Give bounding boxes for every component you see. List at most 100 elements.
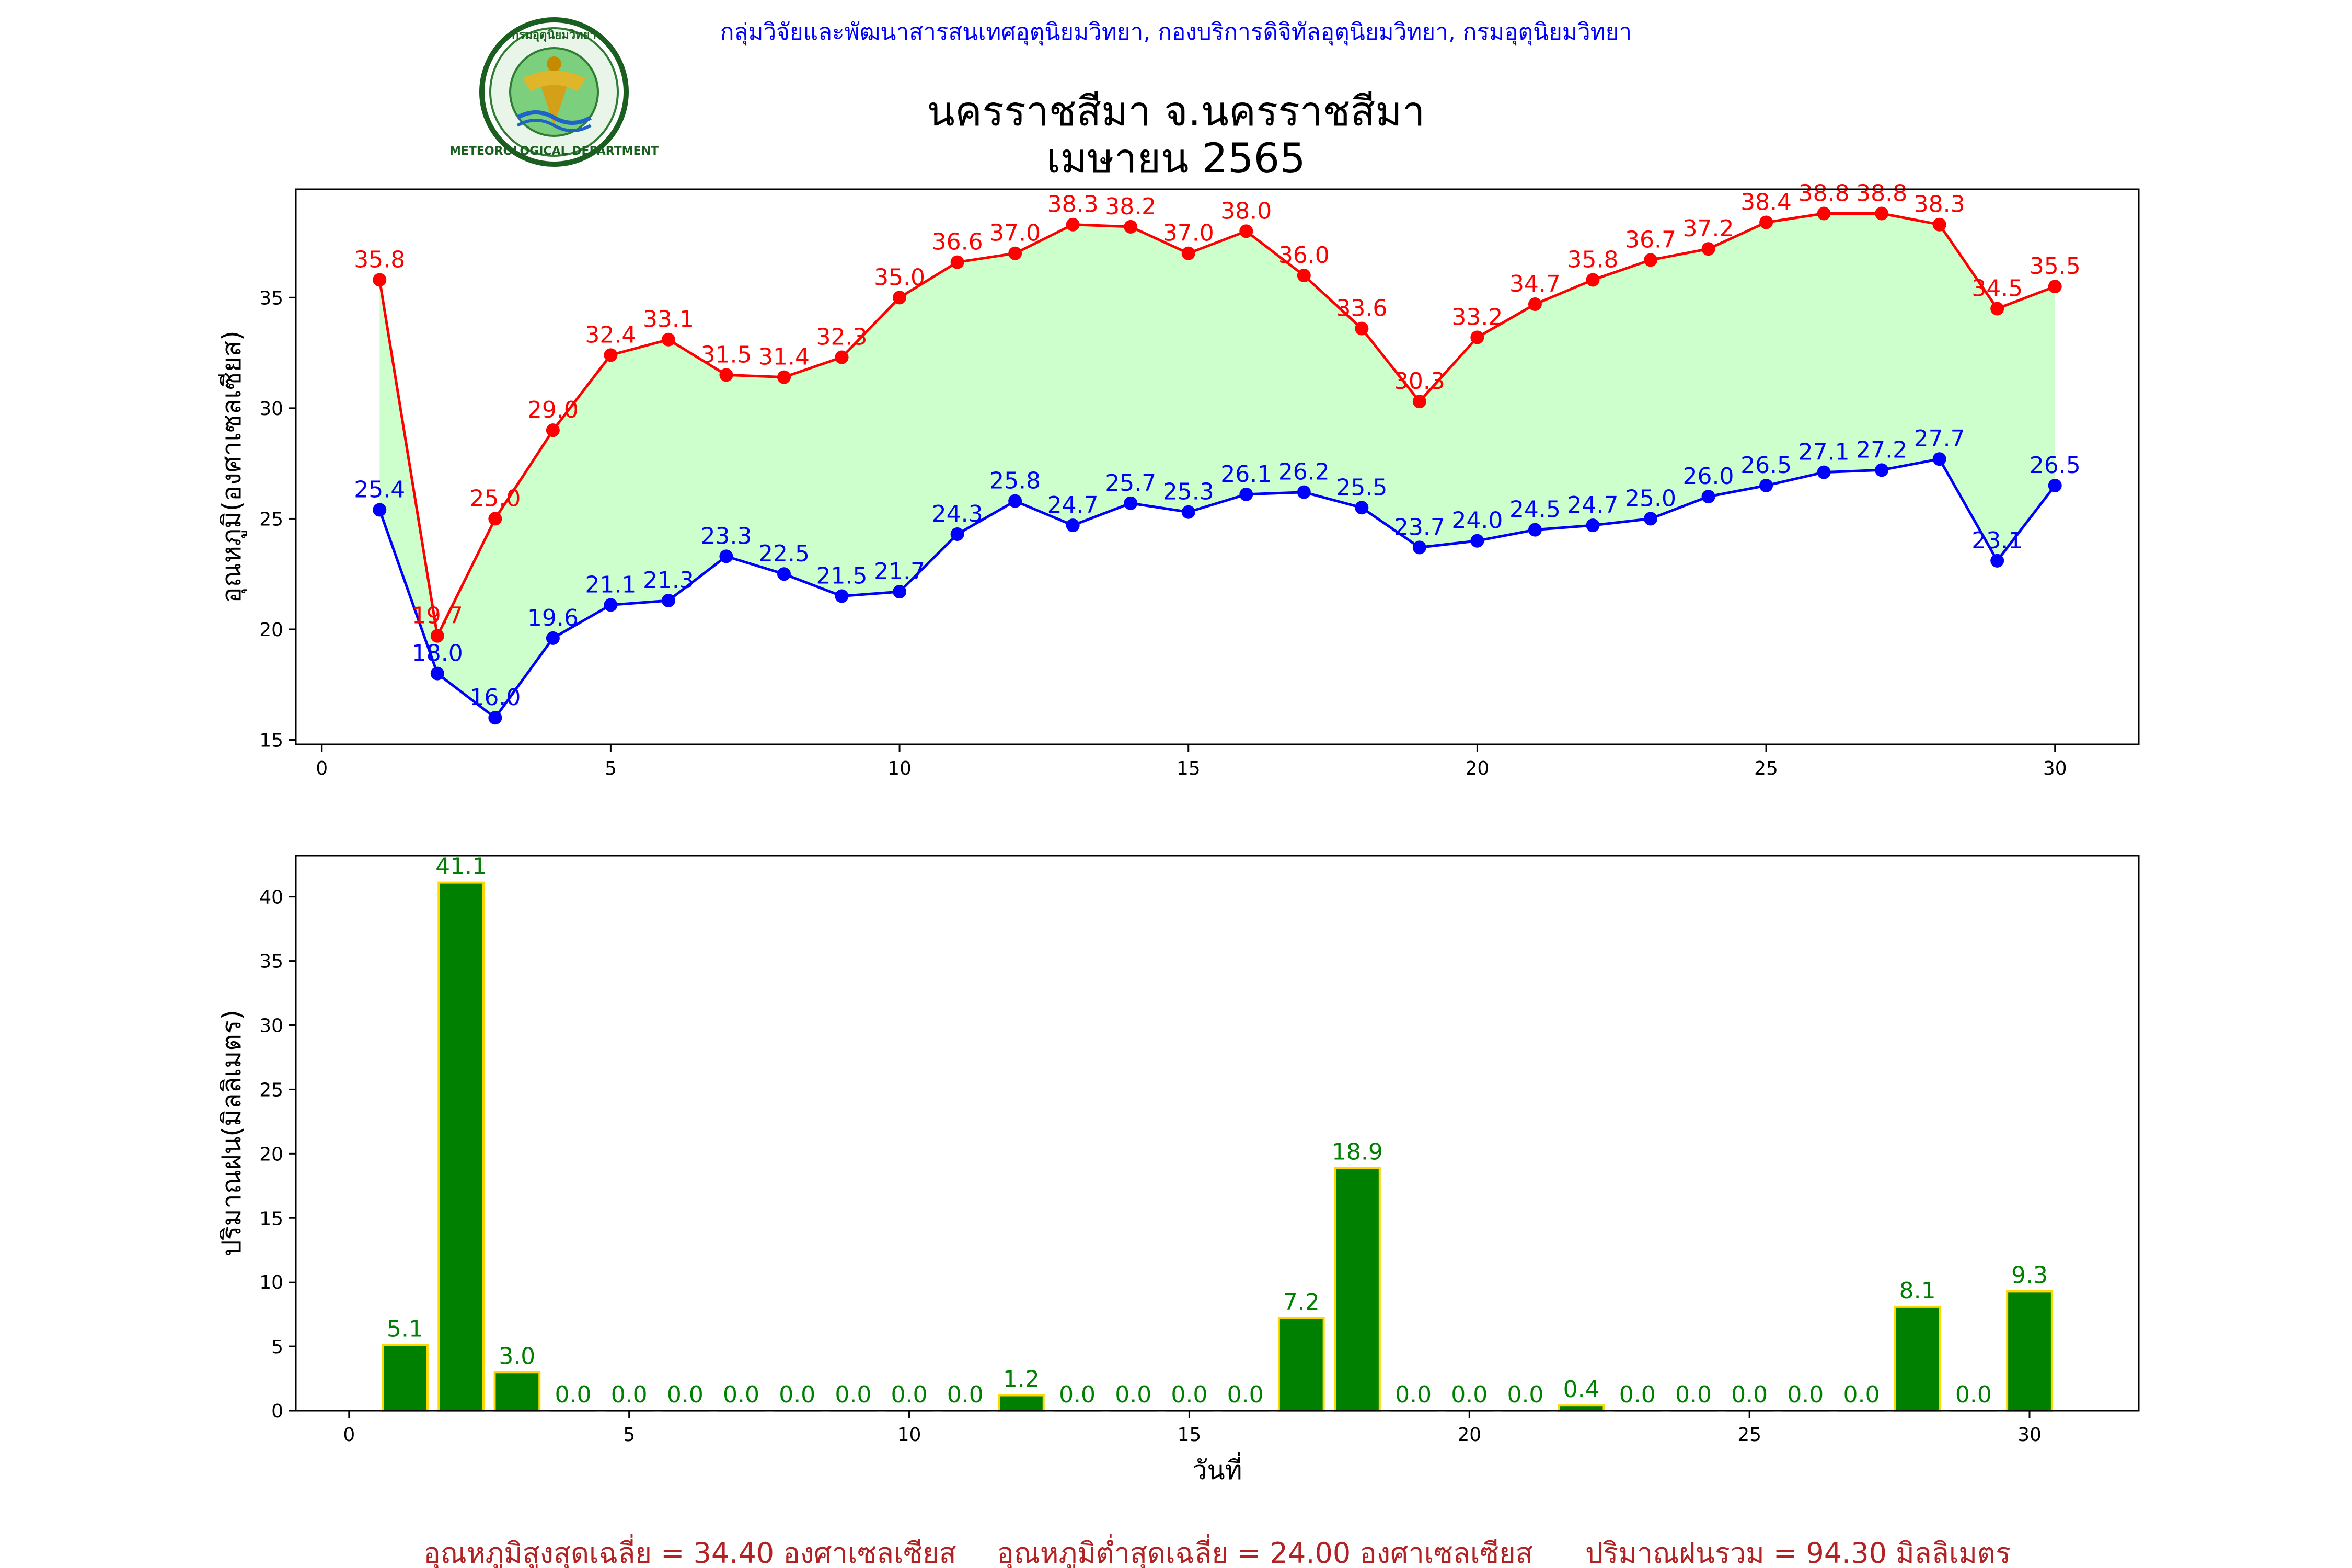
- max-temp-data-label: 38.0: [1220, 198, 1272, 224]
- min-temp-point: [893, 585, 907, 599]
- max-temp-data-label: 38.2: [1105, 193, 1156, 220]
- rain-data-label: 0.0: [835, 1381, 871, 1408]
- min-temp-point: [1066, 518, 1080, 533]
- min-temp-data-label: 24.5: [1509, 497, 1561, 523]
- rain-bar: [1277, 1317, 1325, 1412]
- rainfall-x-tick-label: 10: [897, 1424, 921, 1446]
- max-temp-data-label: 35.8: [1567, 246, 1618, 273]
- max-temp-data-label: 35.8: [354, 246, 405, 273]
- max-temp-data-label: 32.4: [585, 321, 636, 348]
- footer-avg-min-temp: อุณหภูมิต่ำสุดเฉลี่ย = 24.00 องศาเซลเซีย…: [997, 1534, 1532, 1568]
- min-temp-line: [378, 457, 2056, 720]
- temperature-x-tick-label: 10: [887, 758, 912, 779]
- rainfall-x-tick-label: 15: [1178, 1424, 1202, 1446]
- min-temp-data-label: 26.5: [1740, 452, 1792, 479]
- max-temp-point: [1470, 330, 1484, 344]
- temperature-y-tick-label: 25: [259, 509, 283, 530]
- min-temp-point: [1701, 490, 1715, 504]
- rain-data-label: 0.0: [1115, 1381, 1151, 1408]
- rain-data-label: 0.0: [723, 1381, 759, 1408]
- temperature-y-tick-label: 20: [259, 619, 283, 641]
- min-temp-point: [661, 593, 675, 607]
- min-temp-data-label: 23.7: [1394, 514, 1445, 540]
- min-temp-data-label: 24.7: [1047, 492, 1099, 518]
- min-temp-data-label: 18.0: [412, 640, 463, 667]
- rain-data-label: 0.0: [1395, 1381, 1432, 1408]
- rainfall-chart: 5.1 41.1 3.0 0.0 0.0 0.0 0.0 0.0 0.0 0.0 0.0 1.2 0.0…: [216, 854, 2140, 1485]
- max-temp-point: [719, 368, 733, 382]
- rainfall-y-tick-label: 10: [259, 1272, 283, 1294]
- rain-data-label: 0.0: [779, 1381, 815, 1408]
- max-temp-data-label: 37.0: [1163, 220, 1214, 247]
- max-temp-point: [1008, 246, 1022, 260]
- min-temp-data-label: 25.8: [989, 468, 1041, 494]
- min-temp-point: [719, 549, 733, 563]
- max-temp-data-label: 33.2: [1451, 304, 1503, 330]
- max-temp-line: [378, 212, 2056, 640]
- rain-data-label: 0.0: [891, 1381, 928, 1408]
- min-temp-point: [777, 567, 791, 581]
- rain-bar: [2006, 1290, 2053, 1412]
- max-temp-point: [1066, 217, 1080, 232]
- rainfall-x-tick-label: 0: [343, 1424, 355, 1446]
- min-temp-data-label: 24.7: [1567, 492, 1618, 518]
- min-temp-point: [1355, 501, 1369, 515]
- temperature-y-tick-label: 30: [259, 398, 283, 420]
- min-temp-point: [2048, 478, 2062, 492]
- rainfall-y-tick-label: 0: [271, 1401, 283, 1422]
- rain-data-label: 0.0: [1171, 1381, 1207, 1408]
- rain-data-label: 9.3: [2011, 1262, 2048, 1288]
- rain-data-label: 0.0: [1675, 1381, 1712, 1408]
- rain-data-label: 8.1: [1899, 1277, 1936, 1304]
- rainfall-x-tick-label: 20: [1457, 1424, 1481, 1446]
- min-temp-data-label: 21.5: [816, 563, 868, 590]
- min-temp-data-label: 19.6: [527, 605, 579, 631]
- rain-data-label: 0.0: [1059, 1381, 1096, 1408]
- min-temp-data-label: 25.4: [354, 477, 405, 503]
- min-temp-data-label: 24.3: [932, 501, 983, 527]
- rain-bar: [1894, 1305, 1941, 1412]
- min-temp-point: [1586, 518, 1600, 533]
- min-temp-data-label: 26.2: [1278, 459, 1330, 486]
- max-temp-point: [604, 348, 618, 362]
- min-temp-point: [1297, 485, 1311, 499]
- rain-data-label: 0.0: [1619, 1381, 1656, 1408]
- temperature-x-tick-label: 0: [316, 758, 328, 779]
- credit-text: กลุ่มวิจัยและพัฒนาสารสนเทศอุตุนิยมวิทยา,…: [720, 19, 1632, 46]
- temperature-y-axis-label: อุณหภูมิ(องศาเซลเซียส): [216, 330, 247, 603]
- max-temp-data-label: 33.6: [1336, 295, 1387, 322]
- temperature-y-tick-label: 35: [259, 287, 283, 309]
- max-temp-point: [488, 512, 502, 526]
- max-temp-point: [2048, 280, 2062, 294]
- temperature-chart: 35.8 19.7 25.0 29.0 32.4 33.131.5 31.432.3 35.0…: [216, 180, 2140, 779]
- min-temp-data-label: 16.0: [469, 684, 521, 711]
- min-temp-point: [1412, 540, 1426, 555]
- max-temp-data-label: 29.0: [527, 397, 579, 423]
- min-temp-point: [1875, 463, 1889, 477]
- rain-bar: [1334, 1167, 1381, 1412]
- min-temp-point: [1817, 465, 1831, 479]
- temperature-range-fill: [379, 213, 2055, 718]
- min-temp-point: [546, 631, 560, 645]
- max-temp-point: [1990, 302, 2004, 316]
- max-temp-data-label: 19.7: [412, 603, 463, 629]
- rainfall-x-tick-label: 30: [2017, 1424, 2042, 1446]
- temperature-x-tick-label: 5: [605, 758, 617, 779]
- max-temp-point: [950, 255, 964, 269]
- min-temp-point: [1239, 487, 1253, 501]
- min-temp-point: [1932, 452, 1946, 466]
- max-temp-point: [893, 291, 907, 305]
- min-temp-point: [488, 711, 502, 725]
- max-temp-data-label: 36.0: [1278, 242, 1330, 269]
- max-temp-point: [777, 370, 791, 384]
- min-temp-point: [1124, 496, 1138, 510]
- temperature-plot-frame: [295, 188, 2140, 745]
- max-temp-point: [835, 350, 849, 364]
- min-temp-point: [1759, 478, 1773, 492]
- max-temp-data-label: 31.5: [700, 341, 752, 368]
- rain-data-label: 0.0: [1843, 1381, 1880, 1408]
- rain-data-label: 7.2: [1283, 1289, 1320, 1316]
- min-temp-data-label: 24.0: [1451, 508, 1503, 534]
- rain-data-label: 0.0: [1451, 1381, 1488, 1408]
